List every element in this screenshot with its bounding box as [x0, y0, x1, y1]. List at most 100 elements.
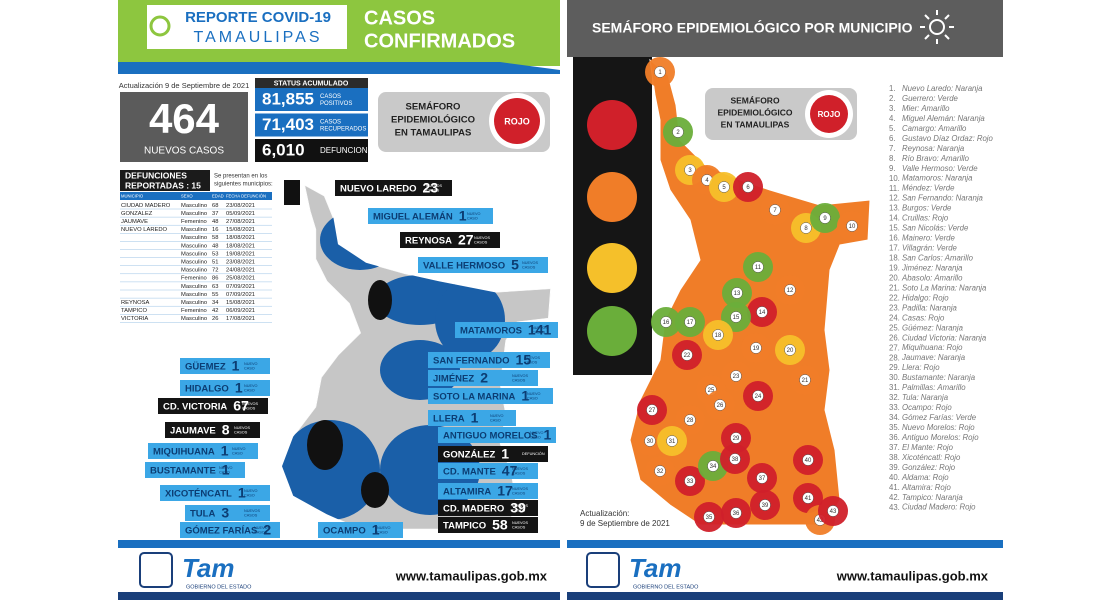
callout-box — [368, 208, 493, 224]
callout-box — [160, 485, 270, 501]
list-number: 19. — [889, 264, 900, 273]
table-cell: REYNOSA — [121, 300, 149, 306]
callout-note: CASOS — [512, 508, 526, 512]
callout-note: NUEVO — [527, 392, 541, 396]
callout-text: SOTO LA MARINA 1 — [433, 387, 529, 403]
list-number: 28. — [889, 353, 900, 362]
callout-name: GÓMEZ FARÍAS — [185, 524, 257, 536]
title-box — [147, 5, 347, 49]
table-cell: CIUDAD MADERO — [121, 203, 171, 209]
list-name: Padilla: — [902, 303, 928, 312]
list-number: 11. — [889, 184, 899, 193]
callout-text: HIDALGO 1 — [185, 379, 243, 395]
callout-text: CD. MANTE 47 — [443, 462, 518, 478]
list-status: Rojo — [959, 503, 976, 512]
callout-note: CASO — [244, 493, 255, 497]
callout-box — [428, 352, 550, 368]
callout-note: CASOS — [512, 525, 526, 529]
callout-text: SAN FERNANDO 15 — [433, 351, 531, 367]
table-cell: 07/09/2021 — [226, 292, 255, 298]
list-status: Amarillo — [936, 383, 966, 392]
list-name: González: — [902, 463, 937, 472]
list-number: 8. — [889, 154, 896, 163]
list-item: Xicoténcatl: Rojo — [901, 453, 961, 462]
list-name: Cruillas: — [902, 214, 930, 223]
list-item: Tampico: Naranja — [902, 493, 963, 502]
municipality-number: 1 — [658, 70, 662, 76]
callout-count: 1 — [232, 357, 240, 373]
callout-count: 1 — [543, 426, 551, 442]
list-status: Rojo — [946, 343, 963, 352]
status-label: POSITIVOS — [320, 101, 352, 107]
list-status: Naranja — [935, 493, 963, 502]
callout-name: GÜEMEZ — [185, 361, 226, 372]
list-number: 38. — [889, 453, 900, 462]
list-item: Soto La Marina: Naranja — [902, 283, 987, 292]
table-cell: GONZALEZ — [121, 211, 153, 217]
new-cases-box — [120, 92, 248, 162]
callout-text: MIGUEL ALEMÁN 1 — [373, 207, 467, 223]
list-number: 27. — [889, 343, 900, 352]
footer-stripe — [567, 540, 1003, 548]
list-item: Antiguo Morelos: Rojo — [901, 433, 979, 442]
table-cell: 05/09/2021 — [226, 211, 255, 217]
callout-note: CASOS — [512, 378, 526, 382]
table-cell: Masculino — [181, 235, 207, 241]
municipality-number: 43 — [830, 509, 837, 515]
table-cell: 53 — [212, 251, 218, 257]
status-title-bg — [255, 78, 368, 88]
callout-text: MIQUIHUANA 1 — [153, 442, 229, 458]
municipality-badge — [660, 316, 672, 328]
municipality-badge — [654, 66, 666, 78]
list-status: Verde — [937, 94, 958, 103]
callout-box — [165, 422, 260, 438]
list-number: 39. — [889, 463, 900, 472]
municipality-number: 11 — [755, 265, 762, 271]
municipality-badge — [718, 181, 730, 193]
municipality-number: 13 — [734, 291, 741, 297]
list-name: Mier: — [902, 104, 919, 113]
list-item: Mier: Amarillo — [902, 104, 950, 113]
municipality-badge — [752, 261, 764, 273]
municipality-badge — [802, 454, 814, 466]
list-status: Naranja — [937, 144, 965, 153]
list-name: Xicoténcatl: — [901, 453, 942, 462]
callout-name: JIMÉNEZ — [433, 373, 474, 384]
list-name: Méndez: — [902, 184, 932, 193]
callout-box — [318, 522, 403, 538]
deaths-note: siguientes municipios: — [214, 182, 273, 188]
municipality-number: 32 — [657, 469, 664, 475]
callout-name: ALTAMIRA — [443, 486, 491, 497]
table-cell: 25/08/2021 — [226, 276, 255, 282]
list-number: 21. — [889, 283, 900, 292]
list-number: 26. — [889, 333, 900, 342]
municipality-badge — [672, 126, 684, 138]
list-status: Naranja — [936, 323, 964, 332]
list-status: Verde — [936, 244, 957, 253]
municipality-badge — [756, 306, 768, 318]
table-cell: Masculino — [181, 268, 207, 274]
list-number: 20. — [889, 273, 900, 282]
list-number: 22. — [889, 293, 900, 302]
table-cell: Masculino — [181, 300, 207, 306]
callout-text: GÓMEZ FARÍAS 2 — [185, 521, 271, 537]
callout-box — [438, 446, 548, 462]
municipality-badge — [712, 329, 724, 341]
list-item: Jiménez: Naranja — [901, 264, 963, 273]
list-name: Río Bravo: — [902, 154, 939, 163]
municipality-number: 22 — [684, 353, 691, 359]
callout-note: CASOS — [512, 491, 526, 495]
callout-count: 67 — [233, 397, 249, 413]
list-number: 42. — [889, 493, 900, 502]
municipality-badge — [654, 465, 666, 477]
callout-text: GONZÁLEZ 1 — [443, 445, 509, 461]
table-cell: 86 — [212, 276, 218, 282]
table-cell: 19/08/2021 — [226, 251, 255, 257]
list-name: Ciudad Madero: — [902, 503, 957, 512]
municipality-badge — [730, 432, 742, 444]
list-number: 12. — [889, 194, 900, 203]
list-item: Guerrero: Verde — [902, 94, 959, 103]
callout-note: CASOS — [474, 240, 488, 244]
